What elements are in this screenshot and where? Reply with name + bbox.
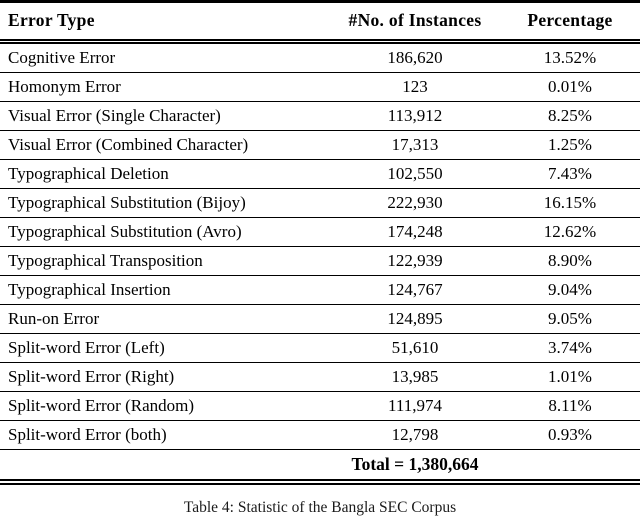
cell-percentage: 1.25% xyxy=(500,130,640,160)
table-caption: Table 4: Statistic of the Bangla SEC Cor… xyxy=(183,499,457,516)
cell-error-type: Visual Error (Single Character) xyxy=(0,101,330,131)
total-spacer-right xyxy=(500,449,640,485)
cell-instances: 17,313 xyxy=(330,130,500,160)
cell-instances: 12,798 xyxy=(330,420,500,450)
header-row: Error Type #No. of Instances Percentage xyxy=(0,1,640,44)
cell-percentage: 12.62% xyxy=(500,217,640,247)
cell-percentage: 9.05% xyxy=(500,304,640,334)
cell-instances: 113,912 xyxy=(330,101,500,131)
total-value: Total = 1,380,664 xyxy=(330,449,500,485)
cell-error-type: Typographical Substitution (Avro) xyxy=(0,217,330,247)
table-row: Typographical Deletion 102,550 7.43% xyxy=(0,159,640,189)
cell-percentage: 1.01% xyxy=(500,362,640,392)
table-row: Cognitive Error 186,620 13.52% xyxy=(0,41,640,73)
cell-error-type: Split-word Error (Random) xyxy=(0,391,330,421)
table-row: Split-word Error (both) 12,798 0.93% xyxy=(0,420,640,450)
cell-error-type: Homonym Error xyxy=(0,72,330,102)
cell-instances: 102,550 xyxy=(330,159,500,189)
total-spacer-left xyxy=(0,449,330,485)
cell-instances: 51,610 xyxy=(330,333,500,363)
cell-instances: 13,985 xyxy=(330,362,500,392)
cell-error-type: Split-word Error (Right) xyxy=(0,362,330,392)
cell-instances: 174,248 xyxy=(330,217,500,247)
cell-error-type: Run-on Error xyxy=(0,304,330,334)
cell-instances: 186,620 xyxy=(330,41,500,73)
cell-percentage: 0.93% xyxy=(500,420,640,450)
cell-error-type: Typographical Transposition xyxy=(0,246,330,276)
cell-percentage: 0.01% xyxy=(500,72,640,102)
column-header-error-type: Error Type xyxy=(0,1,330,44)
cell-percentage: 16.15% xyxy=(500,188,640,218)
cell-error-type: Split-word Error (Left) xyxy=(0,333,330,363)
cell-percentage: 8.25% xyxy=(500,101,640,131)
cell-error-type: Cognitive Error xyxy=(0,41,330,73)
table-row: Homonym Error 123 0.01% xyxy=(0,72,640,102)
table-row: Typographical Substitution (Avro) 174,248… xyxy=(0,217,640,247)
table-row: Typographical Substitution (Bijoy) 222,93… xyxy=(0,188,640,218)
cell-error-type: Typographical Insertion xyxy=(0,275,330,305)
table-row: Split-word Error (Right) 13,985 1.01% xyxy=(0,362,640,392)
table-footer: Total = 1,380,664 xyxy=(0,449,640,485)
cell-error-type: Typographical Deletion xyxy=(0,159,330,189)
table-row: Typographical Insertion 124,767 9.04% xyxy=(0,275,640,305)
table-header: Error Type #No. of Instances Percentage xyxy=(0,1,640,44)
table-row: Visual Error (Combined Character) 17,313 1… xyxy=(0,130,640,160)
cell-instances: 124,767 xyxy=(330,275,500,305)
cell-percentage: 3.74% xyxy=(500,333,640,363)
table-row: Visual Error (Single Character) 113,912 8.… xyxy=(0,101,640,131)
error-statistics-table: Error Type #No. of Instances Percentage … xyxy=(0,0,640,485)
column-header-percentage: Percentage xyxy=(500,1,640,44)
table-body: Cognitive Error 186,620 13.52% Homonym Erro… xyxy=(0,41,640,450)
cell-instances: 222,930 xyxy=(330,188,500,218)
cell-instances: 124,895 xyxy=(330,304,500,334)
table-row: Typographical Transposition 122,939 8.90% xyxy=(0,246,640,276)
cell-percentage: 8.11% xyxy=(500,391,640,421)
table-row: Run-on Error 124,895 9.05% xyxy=(0,304,640,334)
column-header-instances: #No. of Instances xyxy=(330,1,500,44)
cell-instances: 111,974 xyxy=(330,391,500,421)
cell-percentage: 8.90% xyxy=(500,246,640,276)
cell-percentage: 13.52% xyxy=(500,41,640,73)
cell-error-type: Typographical Substitution (Bijoy) xyxy=(0,188,330,218)
cell-instances: 122,939 xyxy=(330,246,500,276)
cell-error-type: Split-word Error (both) xyxy=(0,420,330,450)
cell-percentage: 7.43% xyxy=(500,159,640,189)
total-row: Total = 1,380,664 xyxy=(0,449,640,485)
table-row: Split-word Error (Left) 51,610 3.74% xyxy=(0,333,640,363)
table-row: Split-word Error (Random) 111,974 8.11% xyxy=(0,391,640,421)
cell-instances: 123 xyxy=(330,72,500,102)
cell-percentage: 9.04% xyxy=(500,275,640,305)
cell-error-type: Visual Error (Combined Character) xyxy=(0,130,330,160)
